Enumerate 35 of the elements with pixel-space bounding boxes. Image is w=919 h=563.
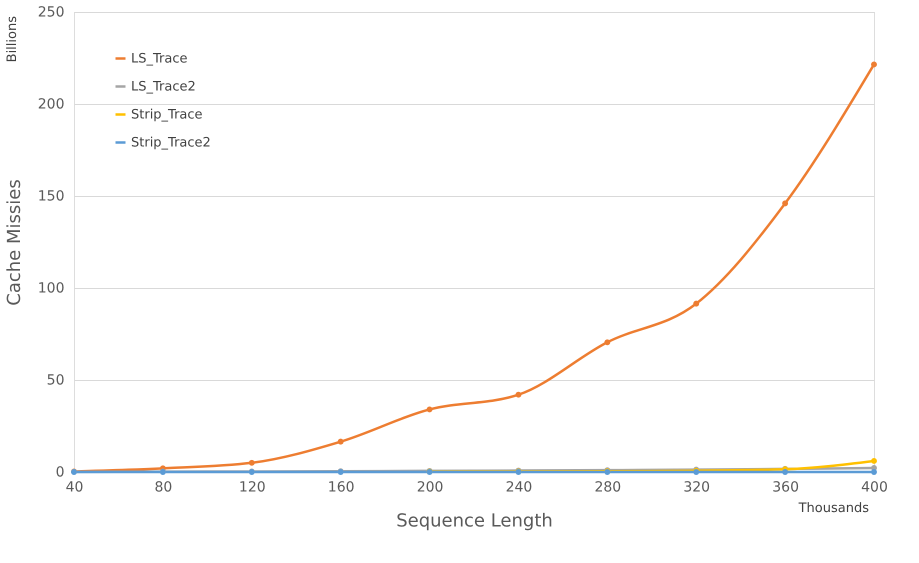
legend-label: Strip_Trace2 — [131, 136, 211, 150]
point — [426, 406, 433, 412]
x-tick-label: 80 — [154, 480, 172, 496]
x-tick-label: 200 — [416, 480, 444, 496]
x-tick-label: 320 — [683, 480, 710, 496]
point — [782, 469, 788, 475]
legend-label: Strip_Trace — [131, 108, 203, 122]
y-tick-label: 100 — [38, 280, 64, 296]
text: Billions — [5, 16, 20, 62]
x-axis-title: Sequence Length — [396, 510, 553, 532]
point — [871, 469, 877, 475]
y-tick-label: 0 — [56, 464, 64, 480]
point — [871, 458, 877, 464]
text: Thousands — [798, 501, 870, 516]
x-tick-label: 160 — [328, 480, 355, 496]
point — [693, 300, 700, 307]
x-tick-label: 240 — [506, 480, 532, 496]
point — [871, 61, 877, 68]
point — [782, 200, 788, 206]
y-tick-label: 200 — [38, 96, 64, 112]
x-tick-label: 40 — [66, 480, 84, 496]
y-tick-label: 150 — [38, 188, 64, 204]
y-tick-label: 50 — [46, 372, 64, 388]
legend-label: LS_Trace — [131, 52, 188, 66]
legend-label: LS_Trace2 — [131, 80, 196, 94]
y-axis-title: Cache Missies — [4, 179, 25, 306]
point — [515, 392, 522, 398]
y-tick-label: 250 — [38, 4, 64, 20]
x-tick-label: 280 — [594, 480, 622, 496]
x-tick-label: 120 — [238, 480, 266, 496]
x-tick-label: 360 — [772, 480, 799, 496]
point — [338, 438, 344, 445]
point — [248, 460, 255, 466]
point — [604, 339, 610, 346]
x-tick-label: 400 — [861, 480, 888, 496]
